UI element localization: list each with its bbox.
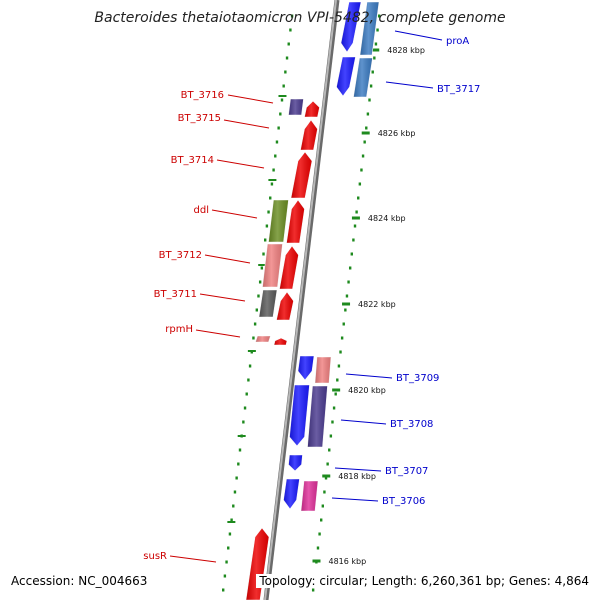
gene-highlight [301, 481, 318, 511]
gene-label-text: BT_3706 [382, 496, 425, 507]
gene-highlight [298, 356, 314, 380]
accession-text: Accession: NC_004663 [8, 574, 151, 588]
gene-label-bt-3708[interactable]: BT_3708 [340, 419, 433, 430]
gene-label-bt-3717[interactable]: BT_3717 [385, 81, 480, 95]
genome-summary-text: Topology: circular; Length: 6,260,361 bp… [256, 574, 592, 588]
map-title: Bacteroides thetaiotaomicron VPI-5482, c… [94, 10, 506, 26]
gene-leader-line [204, 254, 251, 264]
gene-label-text: BT_3715 [178, 113, 221, 124]
gene-highlight [341, 2, 361, 52]
scale-ticks: 4828 kbp 4826 kbp 4824 kbp 4822 kbp 4820 kbp… [312, 46, 425, 566]
scale-tick-label: 4818 kbp [338, 472, 376, 481]
gene-leader-line [169, 555, 217, 563]
scale-tick-label: 4828 kbp [387, 46, 425, 55]
gene-track [245, 1, 380, 600]
gene-highlight [291, 152, 312, 198]
gene-label-bt-3707[interactable]: BT_3707 [334, 466, 428, 477]
gene-leader-line [211, 209, 258, 219]
gene-label-bt-3709[interactable]: BT_3709 [345, 373, 439, 384]
gene-label-bt-3715[interactable]: BT_3715 [178, 113, 270, 129]
gene-label-bt-3716[interactable]: BT_3716 [181, 90, 274, 104]
gene-label-text: BT_3709 [396, 373, 439, 384]
gene-label-text: BT_3712 [159, 250, 202, 261]
gene-highlight [307, 386, 328, 447]
gene-highlight [288, 455, 303, 471]
gene-label-bt-3714[interactable]: BT_3714 [171, 155, 265, 169]
gene-label-text: BT_3707 [385, 466, 428, 477]
scale-tick-label: 4820 kbp [348, 386, 386, 395]
scale-tick-label: 4824 kbp [368, 214, 406, 223]
gene-leader-line [199, 293, 246, 302]
scale-tick-label: 4816 kbp [328, 557, 366, 566]
scale-tick-label: 4822 kbp [358, 300, 396, 309]
gene-label-susr[interactable]: susR [143, 551, 217, 563]
gene-highlight [336, 57, 356, 96]
gene-label-bt-3712[interactable]: BT_3712 [159, 250, 251, 264]
gene-highlight [289, 385, 310, 446]
gene-highlight [286, 200, 305, 243]
gene-label-text: ddl [194, 205, 209, 216]
gene-label-text: proA [446, 36, 469, 47]
gene-leader-line [340, 419, 387, 425]
gene-leader-line [223, 119, 270, 129]
gene-leader-line [394, 30, 443, 41]
gene-highlight [268, 200, 289, 242]
gene-highlight [255, 336, 271, 342]
gene-highlight [259, 290, 277, 317]
gene-label-text: susR [143, 551, 167, 562]
gene-label-bt-3706[interactable]: BT_3706 [331, 496, 425, 507]
genome-backbone [263, 0, 340, 600]
gene-leader-line [227, 94, 274, 104]
gene-highlight [288, 99, 304, 115]
gene-highlight [360, 2, 379, 55]
gene-label-text: BT_3717 [437, 84, 480, 95]
gene-label-ddl[interactable]: ddl [194, 205, 258, 219]
gene-highlight [246, 528, 269, 600]
gene-label-bt-3711[interactable]: BT_3711 [154, 289, 246, 302]
gene-label-text: BT_3714 [171, 155, 214, 166]
gene-leader-line [334, 467, 382, 472]
gene-leader-line [195, 329, 241, 338]
gene-leader-line [331, 497, 379, 502]
scale-tick-label: 4826 kbp [378, 129, 416, 138]
gene-highlight [283, 479, 300, 509]
gene-highlight [315, 357, 331, 383]
gene-leader-line [216, 159, 265, 169]
gene-label-text: rpmH [165, 324, 193, 335]
gene-highlight [353, 58, 373, 97]
gene-leader-line [385, 81, 434, 89]
gene-label-rpmh[interactable]: rpmH [165, 324, 241, 338]
gene-label-text: BT_3711 [154, 289, 197, 300]
gene-label-proa[interactable]: proA [394, 30, 469, 47]
gene-highlight [276, 292, 294, 320]
gene-highlight [262, 244, 283, 287]
gene-leader-line [345, 373, 393, 379]
gene-label-text: BT_3716 [181, 90, 224, 101]
gene-highlight [300, 120, 318, 150]
gene-highlight [274, 338, 287, 345]
gene-highlight [304, 101, 320, 117]
gene-label-text: BT_3708 [390, 419, 433, 430]
gene-highlight [279, 246, 299, 289]
